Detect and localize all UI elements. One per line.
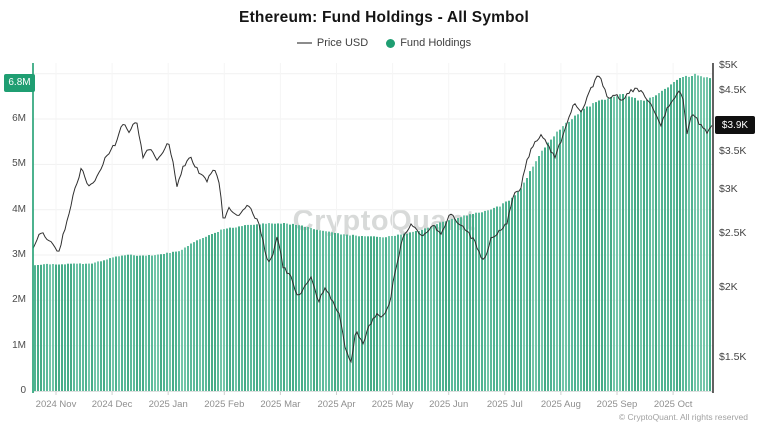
x-axis-month-label: 2025 Feb <box>204 399 245 410</box>
holdings-current-badge: 6.8M <box>4 73 35 92</box>
x-axis-month-label: 2025 Aug <box>540 399 581 410</box>
legend-item-price-usd[interactable]: Price USD <box>296 37 369 49</box>
x-axis-month-label: 2025 Jan <box>148 399 188 410</box>
x-axis-month-label: 2025 Apr <box>317 399 356 410</box>
legend-item-fund-holdings[interactable]: Fund Holdings <box>386 37 471 49</box>
right-axis-tick-label: $5K <box>719 58 738 71</box>
legend-label-price-usd: Price USD <box>316 37 369 49</box>
price-usd-line <box>32 75 713 364</box>
x-axis-month-label: 2024 Dec <box>91 399 133 410</box>
right-axis-tick-label: $2.5K <box>719 227 747 240</box>
price-line-swatch-icon <box>296 42 312 44</box>
legend: Price USD Fund Holdings <box>0 37 768 49</box>
left-axis-tick-label: 1M <box>12 339 26 351</box>
x-axis-month-label: 2025 Mar <box>260 399 301 410</box>
x-axis-ticks <box>55 391 674 395</box>
x-axis-month-label: 2024 Nov <box>35 399 77 410</box>
x-axis-month-label: 2025 Jul <box>486 399 523 410</box>
x-axis-month-label: 2025 Oct <box>653 399 693 410</box>
left-axis-tick-label: 2M <box>12 294 26 306</box>
copyright-notice: © CryptoQuant. All rights reserved <box>618 412 748 422</box>
right-axis-tick-label: $4.5K <box>719 84 747 97</box>
x-axis-month-label: 2025 May <box>371 399 414 410</box>
chart-title: Ethereum: Fund Holdings - All Symbol <box>239 9 529 26</box>
right-axis-tick-label: $2K <box>719 281 738 294</box>
left-axis-tick-label: 4M <box>12 203 26 215</box>
right-axis-tick-label: $1.5K <box>719 351 747 364</box>
left-axis: 6M 5M 4M 3M 2M 1M 0 <box>0 0 27 432</box>
price-current-badge: $3.9K <box>715 116 755 135</box>
fund-holdings-bars <box>34 73 711 392</box>
right-axis-tick-label: $3.5K <box>719 145 747 158</box>
legend-label-fund-holdings: Fund Holdings <box>400 37 472 49</box>
right-axis-tick-label: $3K <box>719 182 738 195</box>
x-axis-month-label: 2025 Jun <box>429 399 469 410</box>
fund-holdings-swatch-icon <box>386 38 396 48</box>
left-axis-tick-label: 6M <box>12 113 26 125</box>
left-axis-tick-label: 3M <box>12 249 26 260</box>
x-axis-month-label: 2025 Sep <box>596 399 638 410</box>
left-axis-tick-label: 5M <box>12 158 26 170</box>
left-axis-tick-label: 0 <box>20 385 26 396</box>
